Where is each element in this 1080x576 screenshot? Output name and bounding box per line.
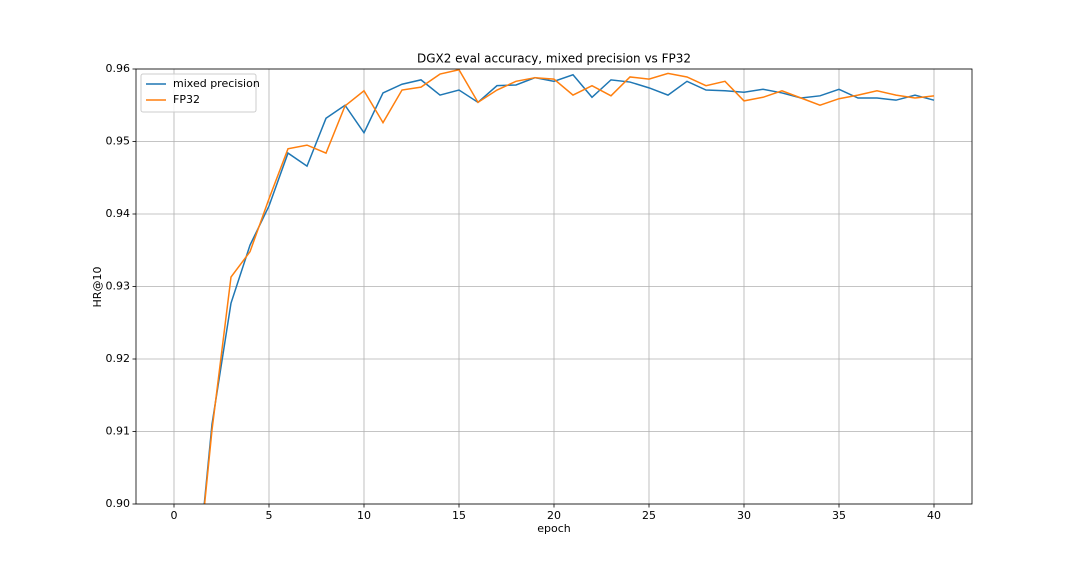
legend-label: mixed precision (173, 77, 260, 90)
legend-label: FP32 (173, 93, 200, 106)
y-tick-label: 0.92 (106, 352, 131, 365)
y-tick-label: 0.90 (106, 497, 131, 510)
x-tick-label: 25 (642, 509, 656, 522)
y-tick-label: 0.91 (106, 425, 131, 438)
y-axis-label: HR@10 (91, 267, 104, 308)
x-tick-label: 0 (171, 509, 178, 522)
plot-frame (135, 68, 973, 505)
x-tick-label: 40 (927, 509, 941, 522)
y-tick-label: 0.95 (106, 135, 131, 148)
x-tick-label: 10 (357, 509, 371, 522)
x-tick-label: 5 (266, 509, 273, 522)
data-line (203, 69, 935, 504)
x-axis-label: epoch (537, 522, 571, 535)
data-line (203, 73, 935, 504)
y-tick-label: 0.96 (106, 62, 131, 75)
y-tick-label: 0.93 (106, 280, 131, 293)
x-tick-label: 30 (737, 509, 751, 522)
x-tick-label: 15 (452, 509, 466, 522)
x-tick-label: 20 (547, 509, 561, 522)
legend-box (140, 73, 257, 113)
x-tick-label: 35 (832, 509, 846, 522)
plot-lines (203, 69, 935, 504)
chart-title: DGX2 eval accuracy, mixed precision vs F… (417, 52, 691, 66)
y-tick-label: 0.94 (106, 207, 131, 220)
